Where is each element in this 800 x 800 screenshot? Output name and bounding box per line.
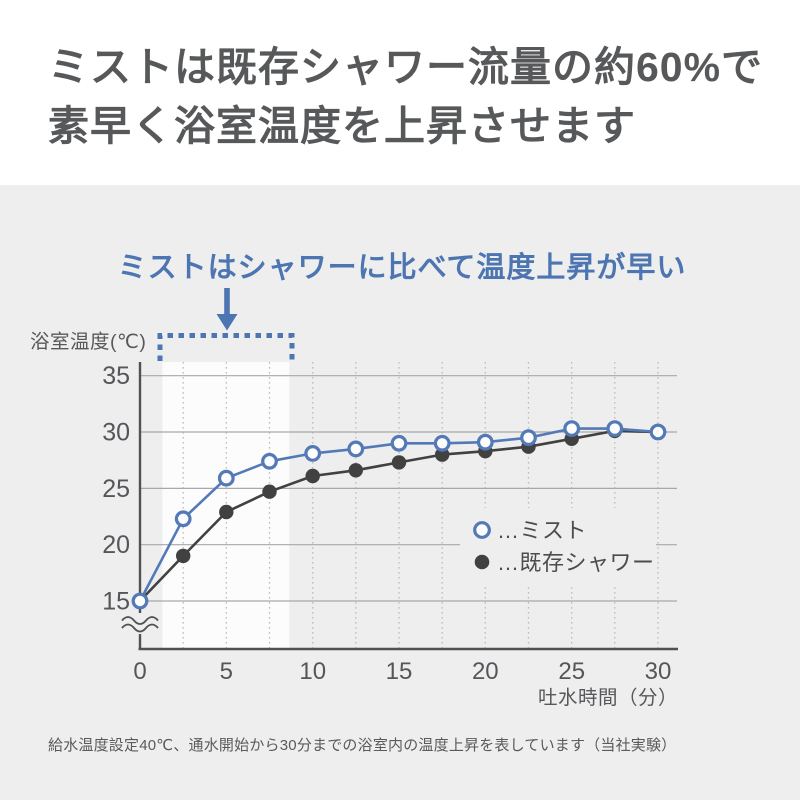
data-point-mist [347,440,365,458]
y-tick-label: 25 [102,475,130,503]
highlight-bracket-icon [157,333,295,361]
x-tick-label: 15 [386,658,413,685]
data-point-mist [261,452,278,470]
data-point-mist [649,423,667,441]
data-point-mist [131,592,149,610]
data-point-mist [433,434,451,452]
gridlines-layer [140,362,677,648]
data-point-shower [219,504,234,520]
chart-section: 15 20 25 30 35 0 5 10 15 20 25 30 …ミスト …既存シャワー ミストはシ… [0,185,800,800]
data-point-shower [391,455,407,470]
data-point-shower [305,468,320,484]
data-point-mist [606,420,624,438]
data-point-shower [435,447,450,462]
axis-break-icon [121,616,159,625]
legend-label-shower: …既存シャワー [497,550,655,575]
data-point-mist [304,445,322,462]
x-tick-label: 25 [558,658,585,685]
x-axis-title: 吐水時間（分） [538,687,678,709]
data-series-layer [131,420,667,610]
y-axis-title: 浴室温度(℃) [30,331,146,353]
legend: …ミスト …既存シャワー [473,518,655,575]
x-tick-label: 30 [645,658,672,685]
data-point-shower [176,548,191,564]
page-title: ミストは既存シャワー流量の約60%で 素早く浴室温度を上昇させます [48,38,763,156]
axis-break-icon [121,623,159,633]
y-tick-label: 30 [102,419,130,447]
data-point-mist [563,420,581,438]
legend-marker-shower-icon [474,554,490,570]
data-point-shower [348,463,363,478]
footer-note: 給水温度設定40℃、通水開始から30分までの浴室内の温度上昇を表しています（当社… [48,737,677,754]
legend-background [460,508,656,586]
data-point-mist [174,510,192,528]
data-point-shower [262,484,277,499]
x-tick-label: 20 [472,658,499,685]
header: ミストは既存シャワー流量の約60%で 素早く浴室温度を上昇させます [0,0,800,185]
title-line-1: ミストは既存シャワー流量の約60%で [48,44,764,90]
legend-label-mist: …ミスト [497,518,587,543]
data-point-mist [217,469,235,487]
data-point-mist [520,429,537,447]
tick-labels-layer: 15 20 25 30 35 0 5 10 15 20 25 30 [102,362,671,685]
temperature-line-chart: 15 20 25 30 35 0 5 10 15 20 25 30 …ミスト …既存シャワー ミストはシ… [30,250,687,709]
x-tick-label: 0 [133,658,146,685]
data-point-mist [476,433,494,451]
y-tick-label: 20 [102,531,130,559]
annotation-text: ミストはシャワーに比べて温度上昇が早い [118,250,687,284]
title-line-2: 素早く浴室温度を上昇させます [48,103,636,149]
y-tick-label: 35 [102,362,130,390]
y-tick-label: 15 [102,588,130,616]
data-point-mist [390,434,408,452]
down-arrow-icon [216,288,238,331]
x-tick-label: 10 [299,658,326,685]
legend-marker-mist-icon [473,521,491,539]
x-tick-label: 5 [220,658,233,685]
